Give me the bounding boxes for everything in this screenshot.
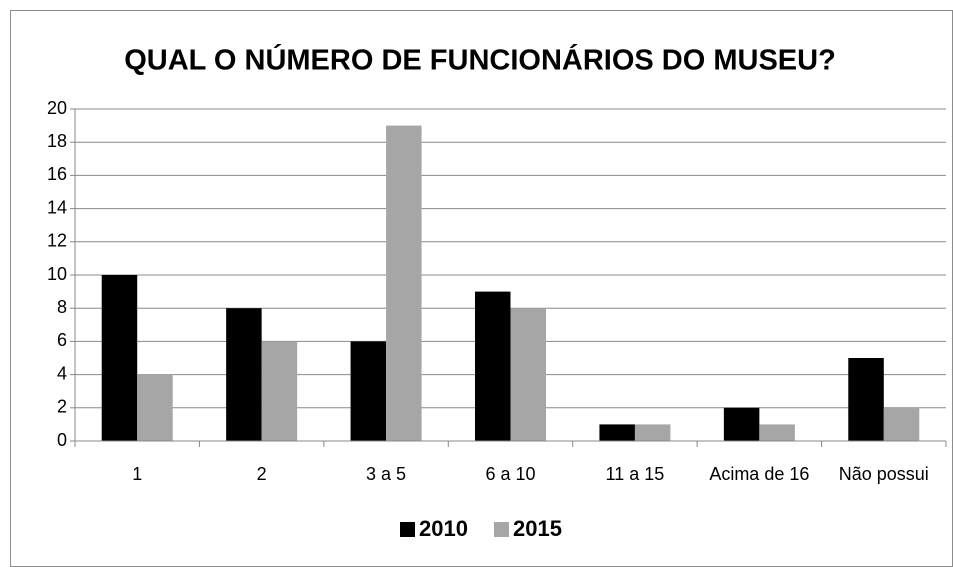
- bar: [137, 374, 173, 441]
- y-tick-label: 12: [47, 231, 67, 251]
- legend-label: 2010: [419, 516, 468, 541]
- y-tick-label: 0: [57, 430, 67, 450]
- x-tick-label: Não possui: [838, 464, 929, 484]
- bar: [510, 308, 546, 441]
- x-tick-label-box: 3 a 5: [366, 464, 407, 484]
- bar: [883, 407, 920, 441]
- x-tick-label: 11 a 15: [605, 464, 665, 484]
- x-tick-label-box: Não possui: [838, 464, 929, 484]
- legend-swatch: [400, 522, 415, 537]
- bar: [848, 358, 884, 441]
- x-tick-label-box: 1: [132, 464, 143, 484]
- bar: [723, 407, 760, 441]
- bar: [475, 291, 511, 441]
- y-tick-label: 16: [47, 164, 67, 184]
- bar: [386, 125, 422, 441]
- y-tick-label: 6: [57, 330, 67, 350]
- y-tick-label: 20: [47, 98, 67, 118]
- x-tick-label-box: Acima de 16: [709, 464, 810, 484]
- bar: [599, 424, 635, 441]
- x-tick-label: 6 a 10: [485, 464, 536, 484]
- y-tick-label: 4: [57, 363, 67, 383]
- bar: [101, 275, 138, 441]
- bar: [350, 341, 387, 441]
- y-tick-label: 10: [47, 264, 67, 284]
- x-tick-label-box: 2: [256, 464, 267, 484]
- y-tick-label: 18: [47, 131, 67, 151]
- chart-frame: [10, 10, 953, 567]
- x-tick-label: Acima de 16: [709, 464, 810, 484]
- bar: [226, 308, 262, 441]
- y-tick-label: 8: [57, 297, 67, 317]
- y-tick-label: 2: [57, 397, 67, 417]
- x-tick-label-box: 6 a 10: [485, 464, 536, 484]
- legend-label: 2015: [513, 516, 562, 541]
- bar: [634, 424, 671, 441]
- x-tick-label: 2: [256, 464, 267, 484]
- chart-title: QUAL O NÚMERO DE FUNCIONÁRIOS DO MUSEU?: [124, 43, 836, 77]
- y-tick-label: 14: [47, 197, 67, 217]
- x-tick-label: 3 a 5: [366, 464, 407, 484]
- x-tick-label-box: 11 a 15: [605, 464, 665, 484]
- bar: [261, 341, 298, 441]
- bar: [759, 424, 795, 441]
- x-tick-label: 1: [132, 464, 143, 484]
- legend-swatch: [494, 522, 509, 537]
